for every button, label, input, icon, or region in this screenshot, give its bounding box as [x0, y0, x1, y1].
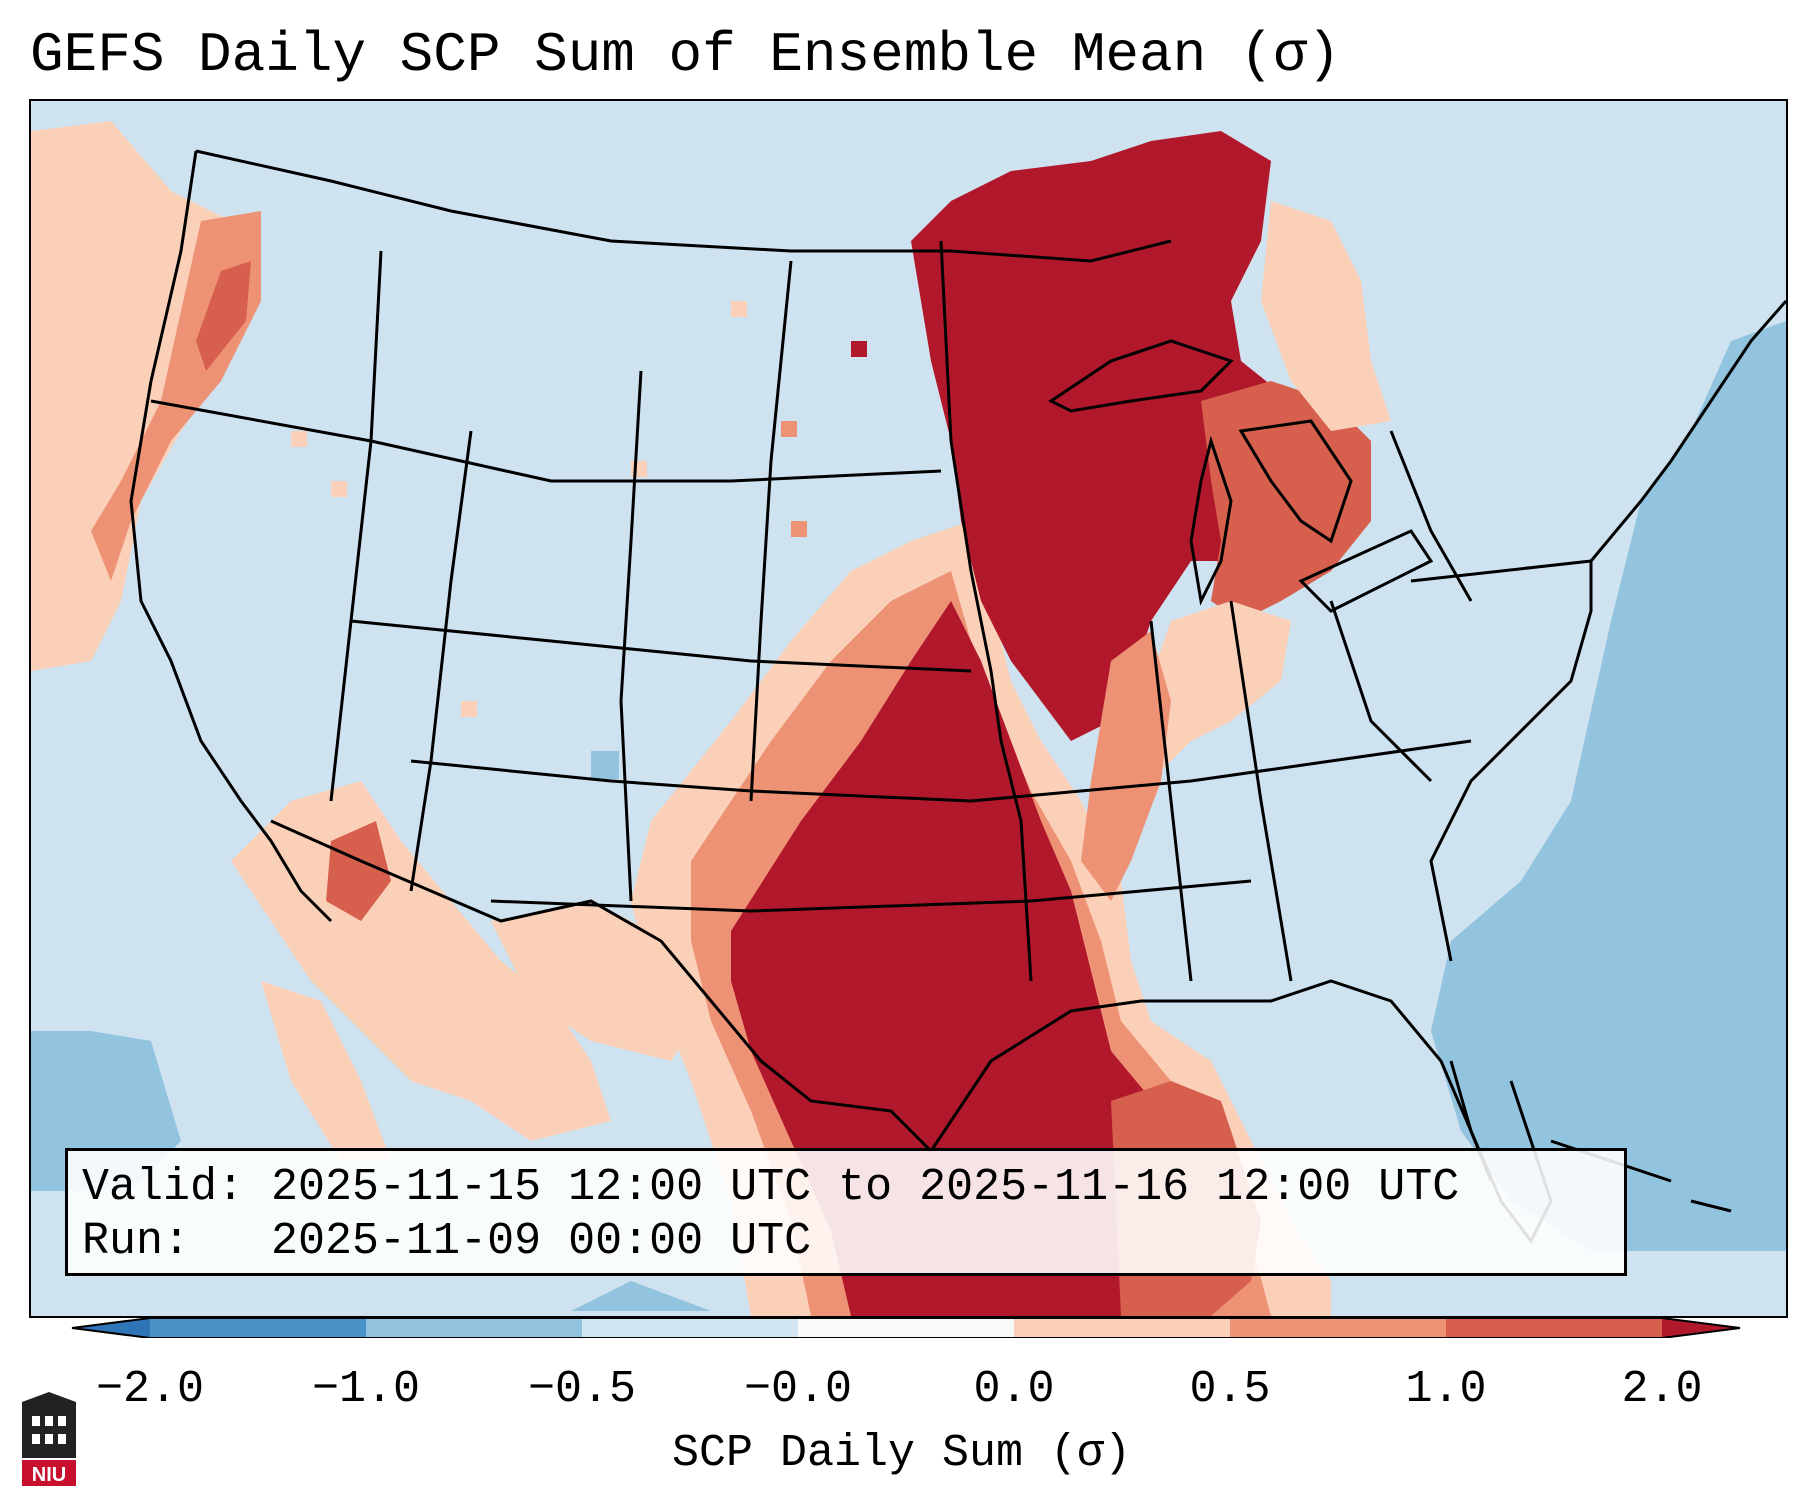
plains-max-positive [731, 601, 1231, 1316]
colorbar-tick-label: 1.0 [1405, 1364, 1487, 1415]
az-moderate [326, 821, 391, 921]
scatter-pixel [631, 461, 647, 477]
scatter-pixel [1661, 1051, 1677, 1067]
colorbar-extend-low [72, 1318, 150, 1338]
scatter-pixel [331, 481, 347, 497]
lake-huron-erie [1238, 419, 1434, 613]
mississippi-moderate [1081, 631, 1171, 901]
scatter-pixel [461, 701, 477, 717]
scatter-pixel [731, 301, 747, 317]
colorbar-tick-label: −2.0 [95, 1364, 205, 1415]
colorbar-bin-1 [150, 1318, 366, 1338]
scatter-pixel [591, 751, 619, 779]
colorbar-tick-label: −0.0 [743, 1364, 853, 1415]
colorbar-svg [71, 1317, 1741, 1339]
colorbar-tick-label: 0.0 [973, 1364, 1055, 1415]
colorbar-bin-2 [366, 1318, 582, 1338]
scp-map [31, 101, 1786, 1316]
colorbar-bin-3 [582, 1318, 798, 1338]
atlantic-negative-field [1431, 321, 1786, 1251]
colorbar-tick-label: 0.5 [1189, 1364, 1271, 1415]
cali-positive [231, 781, 611, 1141]
map-panel [29, 99, 1788, 1318]
colorbar-tick-label: −1.0 [311, 1364, 421, 1415]
chart-title: GEFS Daily SCP Sum of Ensemble Mean (σ) [30, 23, 1341, 87]
scatter-pixel [791, 521, 807, 537]
rockies-state-lines [329, 250, 643, 902]
colorbar-extend-high [1662, 1318, 1740, 1338]
run-time-line: Run: 2025-11-09 00:00 UTC [82, 1216, 812, 1267]
colorbar-bin-7 [1446, 1318, 1662, 1338]
gulf-coast [929, 979, 1493, 1182]
colorbar-title: SCP Daily Sum (σ) [671, 1428, 1132, 1479]
colorbar-bin-6 [1230, 1318, 1446, 1338]
ontario-slight [1261, 201, 1391, 431]
colorbar-tick-label: 2.0 [1621, 1364, 1703, 1415]
lake-michigan [1189, 435, 1233, 606]
colorbar [0, 1317, 1803, 1339]
pacific-negative-field-2 [571, 1281, 711, 1311]
lake-superior [1048, 339, 1234, 413]
colorbar-tick-label: −0.5 [527, 1364, 637, 1415]
scatter-pixel [781, 421, 797, 437]
plains-state-lines [749, 240, 1033, 982]
colorbar-bin-4 [798, 1318, 1014, 1338]
valid-run-info-box: Valid: 2025-11-15 12:00 UTC to 2025-11-1… [65, 1148, 1627, 1276]
scatter-pixel [291, 431, 307, 447]
west-coast [129, 150, 333, 923]
niu-logo: NIU [22, 1392, 76, 1486]
atlantic-coast [1429, 300, 1786, 962]
upper-midwest-max [911, 131, 1361, 741]
valid-time-line: Valid: 2025-11-15 12:00 UTC to 2025-11-1… [82, 1162, 1460, 1213]
horizontal-state-lines [150, 399, 1472, 913]
eastern-state-lines [1149, 430, 1592, 982]
west-coast-strong [196, 261, 251, 371]
logo-text: NIU [32, 1464, 66, 1486]
colorbar-bin-5 [1014, 1318, 1230, 1338]
baja-positive [261, 981, 391, 1161]
us-canada-border [195, 149, 1172, 263]
mexico-border [270, 819, 933, 1153]
scatter-pixel [851, 341, 867, 357]
